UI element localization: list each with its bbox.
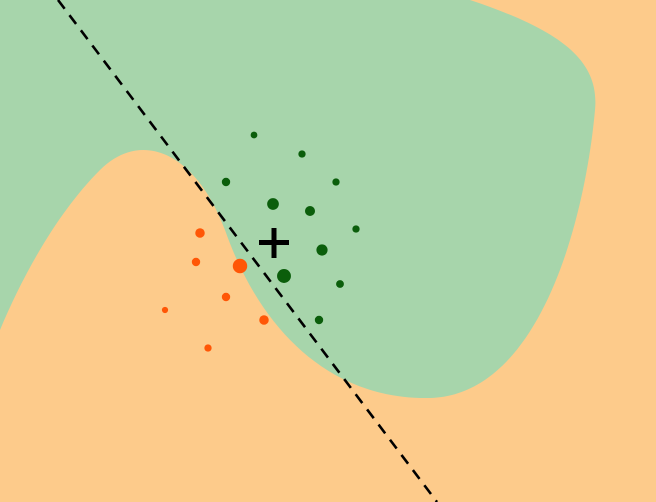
green-point-g1 <box>250 131 258 139</box>
orange-point-o6 <box>161 306 169 314</box>
orange-point-o4 <box>221 292 231 302</box>
green-point-g6 <box>304 205 316 217</box>
orange-point-o7 <box>204 344 212 352</box>
green-point-g10 <box>336 280 344 288</box>
orange-point-o2 <box>191 257 201 267</box>
green-point-g9 <box>277 269 291 283</box>
plus-vertical-bar <box>271 228 277 258</box>
orange-point-o3 <box>232 258 248 274</box>
green-points-group <box>221 131 360 325</box>
green-point-g7 <box>352 225 360 233</box>
orange-point-o1 <box>195 228 205 238</box>
orange-points-group <box>161 228 269 352</box>
green-point-g2 <box>298 150 306 158</box>
green-region <box>0 0 596 399</box>
green-point-g8 <box>316 244 328 256</box>
orange-point-o5 <box>259 315 269 325</box>
green-point-g3 <box>332 178 340 186</box>
green-point-g4 <box>221 177 231 187</box>
green-point-g5 <box>267 198 279 210</box>
green-point-g11 <box>314 315 324 325</box>
query-point-plus-icon <box>259 228 289 258</box>
linear-decision-boundary <box>56 0 439 502</box>
